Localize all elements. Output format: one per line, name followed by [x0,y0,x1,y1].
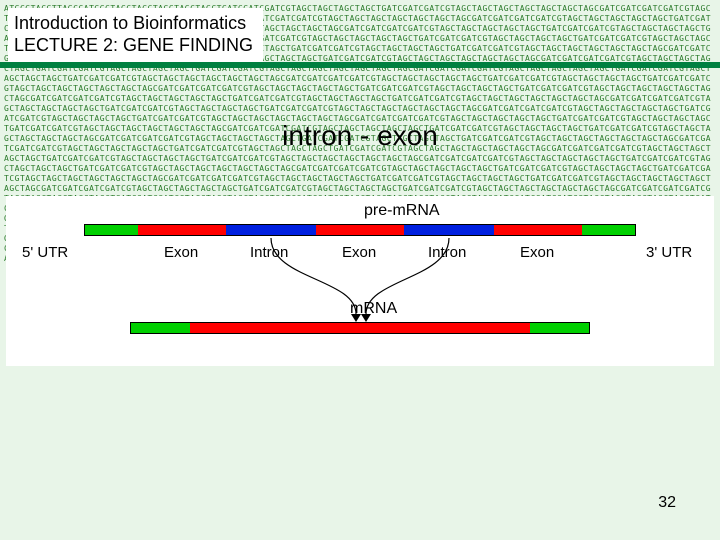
pre-seg-label: 3' UTR [646,244,692,261]
header-rule [0,62,720,68]
mrna-seg-utr [130,322,190,334]
splice-arrows [6,196,714,366]
diagram-panel: pre-mRNA mRNA 5' UTRExonIntronExonIntron… [6,196,714,366]
header-line1: Introduction to Bioinformatics [14,12,253,34]
mrna-seg-exon [303,322,417,334]
slide-subtitle: intron - exon [0,120,720,152]
mrna-seg-exon [190,322,303,334]
mrna-seg-utr [530,322,590,334]
pre-seg-label: Exon [342,244,376,261]
mrna-bar [130,322,590,334]
pre-seg-label: Intron [250,244,288,261]
header-box: Introduction to Bioinformatics LECTURE 2… [8,8,263,62]
pre-seg-label: Exon [164,244,198,261]
header-line2: LECTURE 2: GENE FINDING [14,34,253,56]
pre-seg-label: Intron [428,244,466,261]
mrna-seg-exon [417,322,530,334]
page-number: 32 [658,494,676,512]
mrna-title: mRNA [350,300,397,318]
pre-seg-label: Exon [520,244,554,261]
pre-seg-label: 5' UTR [22,244,68,261]
